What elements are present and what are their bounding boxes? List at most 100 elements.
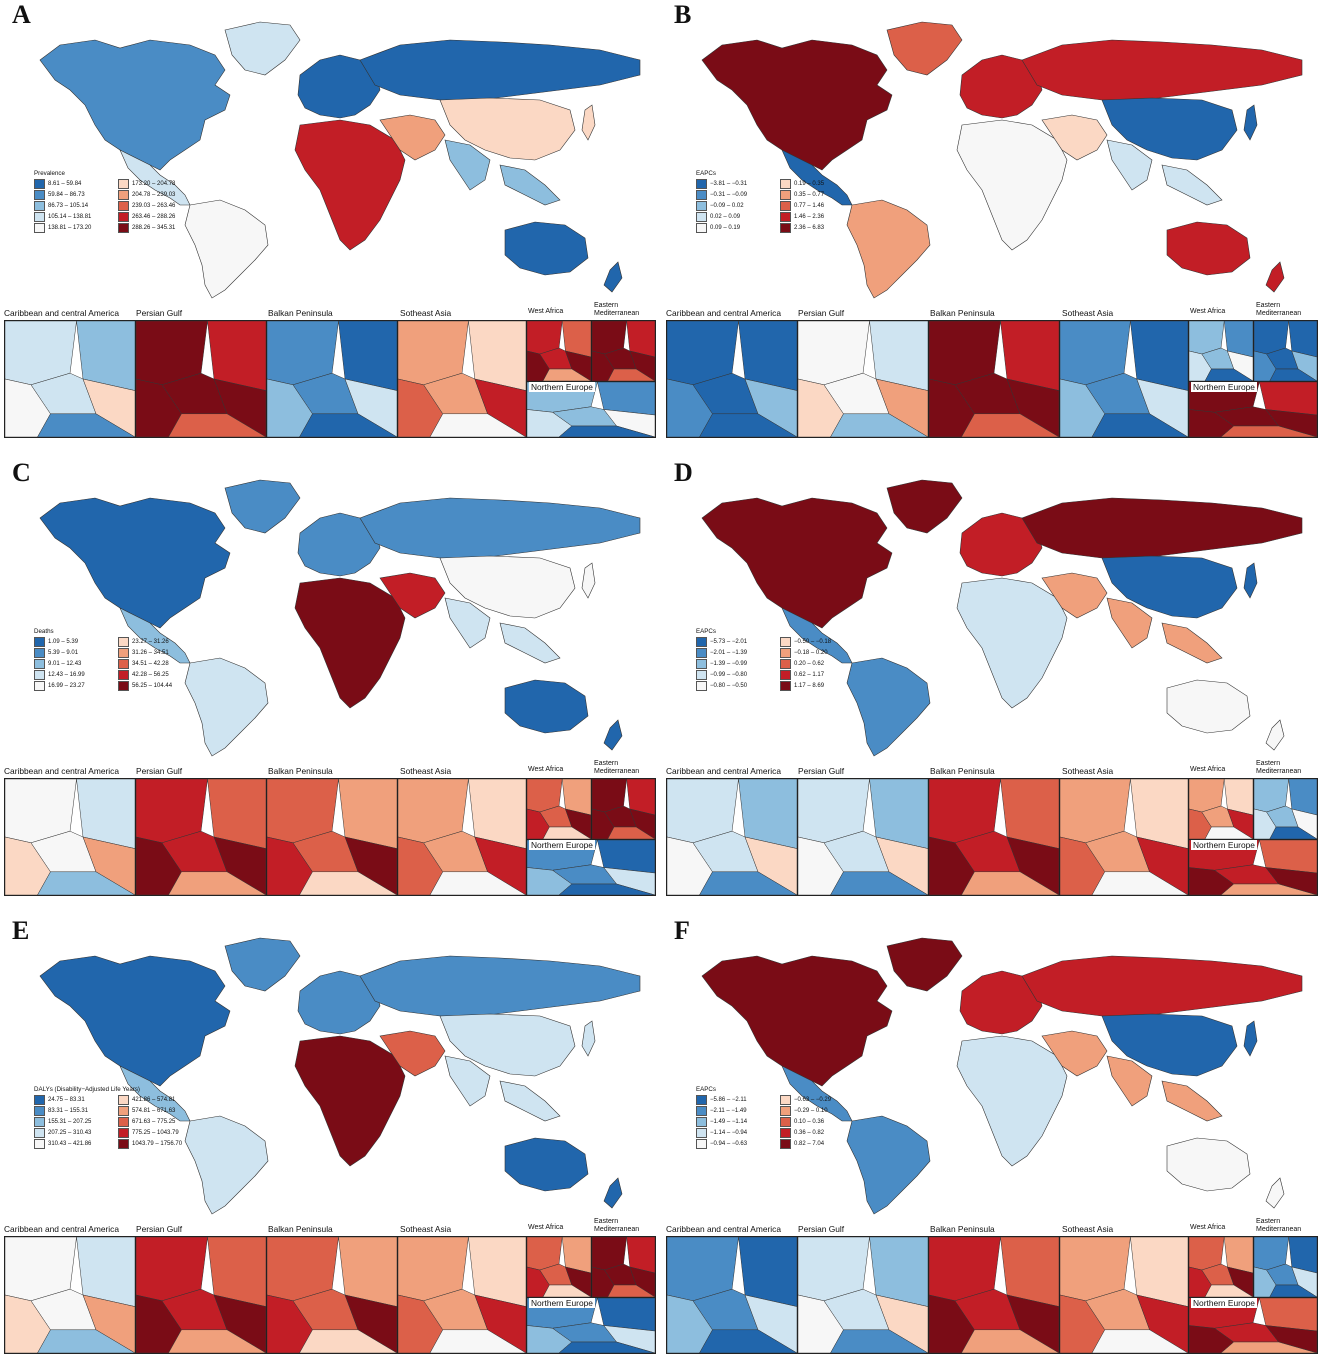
region-north-america: [701, 39, 893, 171]
legend-item: 138.81 – 173.20: [34, 223, 114, 233]
inset-region-shape: [168, 413, 266, 437]
inset-region-shape: [474, 836, 526, 895]
legend-label: −3.81 – −0.31: [710, 181, 748, 187]
legend-swatch: [118, 659, 129, 669]
legend-item: 31.26 – 34.51: [118, 648, 198, 658]
legend-swatch: [780, 212, 791, 222]
inset-region-shape: [344, 1294, 397, 1353]
inset-map: [136, 779, 266, 895]
inset-southeast-asia: [397, 778, 527, 896]
legend-swatch: [34, 648, 45, 658]
inset-region-shape: [607, 1284, 655, 1297]
inset-region-shape: [299, 871, 397, 895]
panel-letter: D: [674, 458, 693, 487]
inset-caribbean: [4, 778, 136, 896]
inset-region-shape: [1259, 840, 1317, 874]
inset-label-northern-europe: Northern Europe: [1191, 840, 1257, 850]
inset-region-shape: [168, 871, 266, 895]
inset-label-northern-europe: Northern Europe: [529, 382, 595, 392]
region-greenland: [886, 21, 963, 76]
inset-label-balkan: Balkan Peninsula: [268, 766, 333, 776]
inset-eastern-med: [1253, 1236, 1318, 1298]
legend-swatch: [118, 648, 129, 658]
legend-label: 239.03 – 263.46: [132, 203, 176, 209]
inset-region-shape: [37, 1329, 135, 1353]
legend-swatch: [118, 637, 129, 647]
legend-label: −0.63 – −0.29: [794, 1097, 832, 1103]
inset-region-shape: [37, 871, 135, 895]
legend-item: −2.11 – −1.49: [696, 1106, 776, 1116]
inset-label-west-africa: West Africa: [528, 766, 564, 773]
inset-map: [136, 321, 266, 437]
inset-west-africa: [1188, 778, 1254, 840]
region-south-asia: [444, 139, 561, 206]
legend-swatch: [696, 681, 707, 691]
inset-map: [267, 321, 397, 437]
inset-caribbean: [666, 320, 798, 438]
inset-region-shape: [37, 413, 135, 437]
legend-swatch: [780, 179, 791, 189]
region-russia: [359, 39, 641, 101]
legend-item: 42.28 – 56.25: [118, 670, 198, 680]
inset-region-shape: [1227, 1266, 1253, 1297]
region-africa: [956, 577, 1068, 709]
inset-region-shape: [961, 1329, 1059, 1353]
legend-swatch: [34, 659, 45, 669]
inset-region-shape: [738, 1237, 797, 1307]
inset-region-shape: [626, 1237, 655, 1274]
inset-region-shape: [1223, 1237, 1253, 1274]
inset-region-shape: [1269, 368, 1317, 381]
legend-title: DALYs (Disability−Adjusted Life Years): [34, 1086, 140, 1093]
inset-region-shape: [738, 321, 797, 391]
inset-region-shape: [213, 1294, 266, 1353]
inset-region-shape: [558, 1341, 655, 1353]
inset-region-shape: [1269, 826, 1317, 839]
inset-label-southeast-asia: Sotheast Asia: [1062, 308, 1114, 318]
inset-labels: Caribbean and central America Persian Gu…: [0, 1218, 662, 1238]
legend-item: −0.80 – −0.50: [696, 681, 776, 691]
inset-region-shape: [875, 1294, 928, 1353]
inset-label-southeast-asia: Sotheast Asia: [1062, 766, 1114, 776]
inset-label-west-africa: West Africa: [528, 308, 564, 315]
panel-c: C: [0, 458, 662, 910]
inset-persian-gulf: [135, 1236, 267, 1354]
legend-swatch: [118, 670, 129, 680]
legend-label: −0.80 – −0.50: [710, 683, 748, 689]
inset-map: [267, 779, 397, 895]
region-north-america: [39, 955, 231, 1087]
inset-region-shape: [1227, 350, 1253, 381]
inset-region-shape: [830, 871, 928, 895]
inset-label-balkan: Balkan Peninsula: [930, 1224, 995, 1234]
inset-region-shape: [207, 779, 266, 849]
inset-region-shape: [1000, 779, 1059, 849]
inset-region-shape: [1291, 1266, 1317, 1297]
legend-swatch: [34, 681, 45, 691]
region-north-america: [39, 497, 231, 629]
inset-persian-gulf: [135, 320, 267, 438]
inset-label-west-africa: West Africa: [528, 1224, 564, 1231]
inset-region-shape: [1130, 321, 1188, 391]
panel-letter: B: [674, 0, 692, 29]
inset-southeast-asia: [397, 1236, 527, 1354]
region-japan: [581, 1020, 596, 1057]
region-europe: [959, 54, 1043, 119]
inset-region-shape: [597, 382, 655, 416]
legend-item: 86.73 – 105.14: [34, 201, 114, 211]
inset-region-shape: [597, 840, 655, 874]
region-asia: [1101, 555, 1238, 619]
legend-label: 421.86 – 574.81: [132, 1097, 176, 1103]
legend-item: −0.31 – −0.09: [696, 190, 776, 200]
legend-label: −2.01 – −1.39: [710, 650, 748, 656]
legend-swatch: [34, 223, 45, 233]
region-russia: [1021, 497, 1303, 559]
inset-region-shape: [82, 1294, 135, 1353]
map-legend: Prevalence 8.61 – 59.84 173.20 – 204.78 59…: [34, 170, 204, 233]
inset-map: [1189, 1237, 1253, 1297]
legend-item: −0.94 – −0.63: [696, 1139, 776, 1149]
legend-swatch: [34, 1128, 45, 1138]
inset-map: [5, 779, 135, 895]
inset-region-shape: [338, 1237, 397, 1307]
world-map: [701, 937, 1303, 1215]
panel-letter: A: [12, 0, 31, 29]
legend-item: 0.62 – 1.17: [780, 670, 860, 680]
